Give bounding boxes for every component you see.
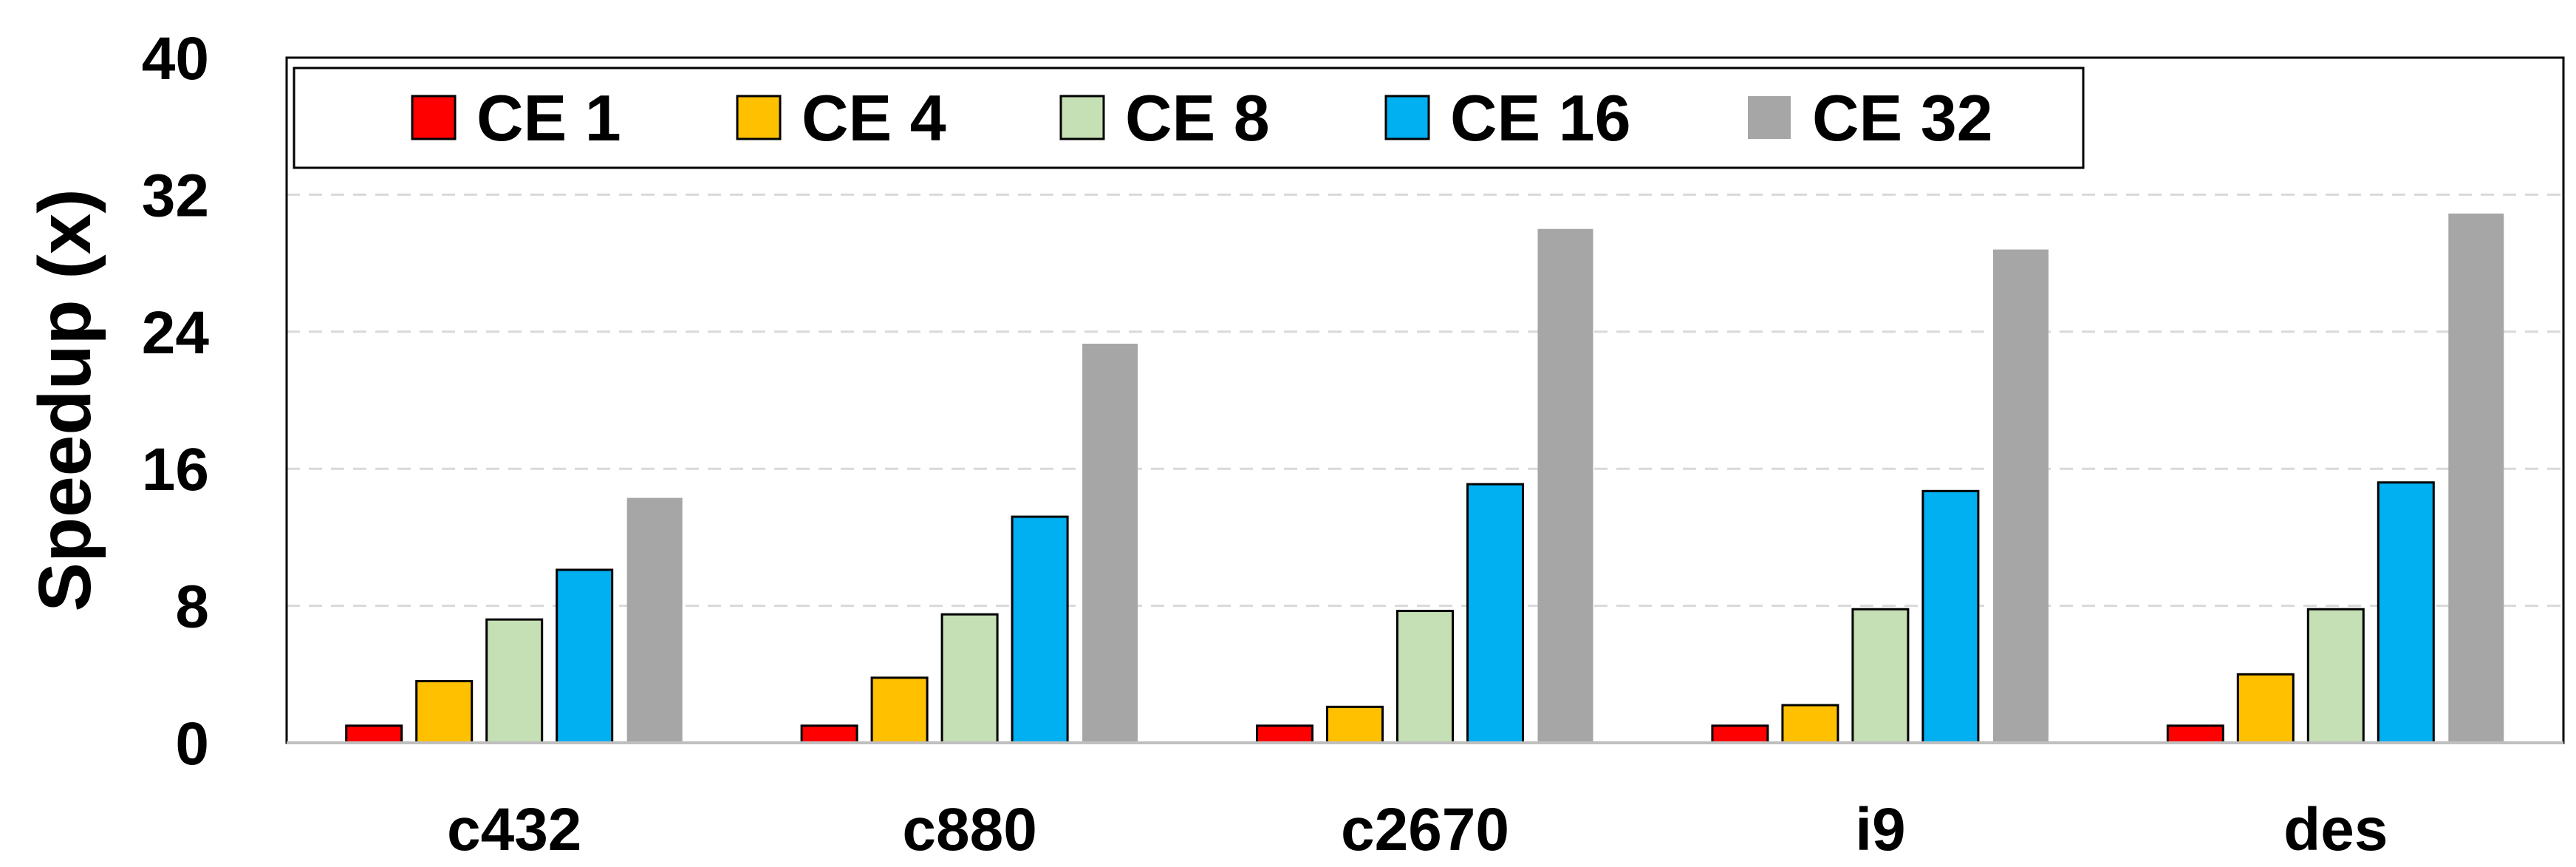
x-category-labels: c432 c880 c2670 i9 des bbox=[447, 796, 2388, 863]
bar-c432-ce-4 bbox=[415, 680, 474, 744]
legend-items: CE 1 CE 4 CE 8 CE 16 CE 32 bbox=[411, 81, 1993, 154]
x-category-label: i9 bbox=[1855, 796, 1905, 863]
y-tick-label: 40 bbox=[142, 25, 209, 92]
legend-swatch bbox=[1384, 95, 1430, 140]
legend-swatch bbox=[736, 95, 782, 140]
x-category-label: c2670 bbox=[1341, 796, 1509, 863]
legend-swatch bbox=[411, 95, 457, 140]
bar-des-ce-32 bbox=[2448, 213, 2504, 744]
bar-c880-ce-1 bbox=[800, 724, 858, 744]
legend: CE 1 CE 4 CE 8 CE 16 CE 32 bbox=[293, 67, 2085, 169]
bar-des-ce-1 bbox=[2166, 724, 2224, 744]
legend-label: CE 4 bbox=[802, 81, 946, 154]
bar-c880-ce-4 bbox=[870, 676, 929, 744]
x-category-label: c432 bbox=[447, 796, 581, 863]
y-tick-label: 0 bbox=[175, 710, 209, 778]
legend-label: CE 32 bbox=[1812, 81, 1993, 154]
bar-c432-ce-8 bbox=[485, 618, 544, 744]
bar-c2670-ce-32 bbox=[1537, 228, 1593, 743]
bar-c880-ce-8 bbox=[940, 613, 999, 744]
y-tick-label: 8 bbox=[175, 574, 209, 641]
legend-item: CE 32 bbox=[1748, 81, 1993, 154]
bar-c2670-ce-16 bbox=[1466, 483, 1524, 744]
y-axis-title: Speedup (x) bbox=[24, 188, 106, 611]
legend-label: CE 1 bbox=[476, 81, 621, 154]
y-tick-labels: 0 8 16 24 32 40 bbox=[142, 25, 210, 778]
y-tick-label: 16 bbox=[142, 436, 209, 503]
bar-i9-ce-4 bbox=[1781, 704, 1839, 744]
bar-c432-ce-16 bbox=[556, 568, 614, 744]
bar-i9-ce-16 bbox=[1921, 489, 1980, 744]
legend-item: CE 1 bbox=[411, 81, 621, 154]
bar-i9-ce-8 bbox=[1851, 608, 1910, 744]
bar-c2670-ce-8 bbox=[1396, 610, 1454, 744]
bar-c2670-ce-4 bbox=[1326, 705, 1384, 744]
y-tick-label: 32 bbox=[142, 162, 209, 229]
bar-c432-ce-1 bbox=[345, 724, 403, 744]
bar-c2670-ce-1 bbox=[1256, 724, 1313, 744]
legend-item: CE 4 bbox=[736, 81, 946, 154]
bar-c432-ce-32 bbox=[626, 497, 683, 743]
bar-des-ce-4 bbox=[2236, 673, 2295, 744]
bar-i9-ce-1 bbox=[1711, 724, 1769, 744]
bar-c880-ce-16 bbox=[1011, 515, 1069, 744]
legend-item: CE 8 bbox=[1059, 81, 1270, 154]
legend-swatch bbox=[1059, 95, 1105, 140]
x-category-label: c880 bbox=[902, 796, 1036, 863]
x-category-label: des bbox=[2283, 796, 2388, 863]
legend-item: CE 16 bbox=[1384, 81, 1631, 154]
y-tick-label: 24 bbox=[142, 299, 210, 367]
bar-c880-ce-32 bbox=[1082, 344, 1138, 744]
legend-swatch bbox=[1748, 96, 1791, 139]
legend-label: CE 16 bbox=[1450, 81, 1631, 154]
bar-i9-ce-32 bbox=[1992, 249, 2049, 743]
legend-label: CE 8 bbox=[1125, 81, 1270, 154]
bar-des-ce-16 bbox=[2377, 481, 2435, 744]
bar-des-ce-8 bbox=[2306, 608, 2365, 744]
bars bbox=[345, 213, 2504, 744]
